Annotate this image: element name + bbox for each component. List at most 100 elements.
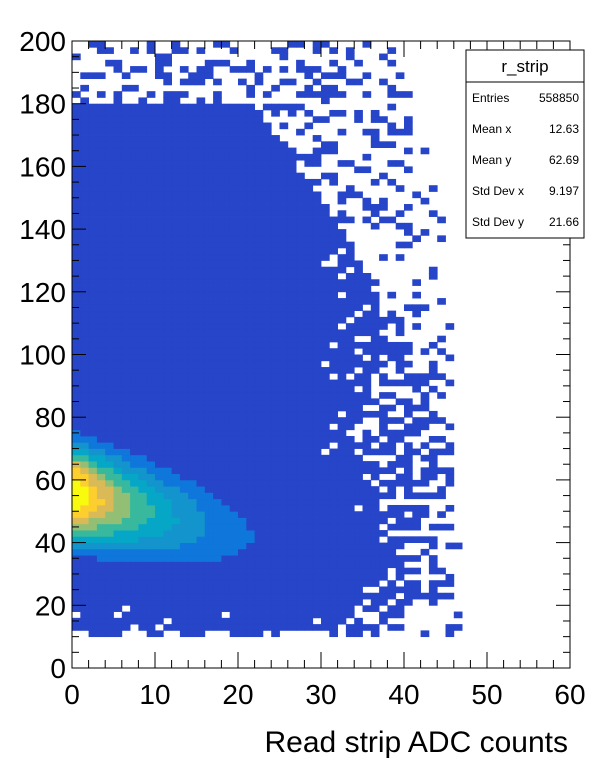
heatmap-cell (196, 417, 206, 424)
heatmap-cell (72, 316, 81, 324)
heatmap-cell (287, 473, 297, 481)
heatmap-cell (113, 580, 123, 587)
heatmap-cell (163, 210, 172, 217)
heatmap-cell (138, 323, 148, 330)
stats-label: Entries (472, 91, 509, 105)
heatmap-cell (428, 185, 438, 192)
heatmap-cell (196, 404, 206, 412)
heatmap-cell (395, 254, 405, 261)
heatmap-cell (345, 160, 355, 167)
heatmap-cell (246, 454, 255, 462)
heatmap-cell (96, 128, 106, 136)
heatmap-cell (404, 116, 413, 123)
heatmap-cell (254, 461, 264, 468)
heatmap-cell (229, 367, 239, 374)
heatmap-cell (113, 66, 123, 73)
heatmap-cell (321, 285, 330, 293)
heatmap-cell (287, 229, 297, 236)
heatmap-cell (179, 135, 189, 142)
heatmap-cell (105, 254, 114, 261)
heatmap-cell (88, 191, 98, 199)
heatmap-cell (138, 185, 148, 192)
heatmap-cell (229, 147, 239, 155)
heatmap-cell (362, 517, 372, 525)
heatmap-cell (262, 586, 272, 594)
heatmap-cell (80, 316, 89, 324)
heatmap-cell (229, 160, 239, 167)
heatmap-cell (312, 222, 322, 230)
heatmap-cell (287, 573, 297, 581)
heatmap-cell (105, 178, 114, 186)
heatmap-cell (80, 172, 89, 180)
heatmap-cell (404, 580, 413, 587)
heatmap-cell (196, 586, 206, 594)
heatmap-cell (254, 329, 264, 337)
heatmap-cell (188, 172, 197, 180)
heatmap-cell (238, 599, 247, 606)
heatmap-cell (312, 592, 322, 600)
heatmap-cell (171, 479, 181, 487)
heatmap-cell (138, 103, 148, 111)
heatmap-cell (138, 316, 148, 324)
heatmap-cell (412, 580, 421, 587)
heatmap-cell (329, 523, 338, 531)
heatmap-cell (72, 229, 81, 236)
heatmap-cell (262, 178, 272, 186)
heatmap-cell (130, 429, 139, 437)
heatmap-cell (321, 348, 330, 355)
heatmap-cell (362, 329, 372, 337)
heatmap-cell (113, 630, 123, 638)
heatmap-cell (213, 448, 222, 456)
heatmap-cell (395, 91, 405, 98)
heatmap-cell (246, 216, 255, 224)
heatmap-cell (254, 605, 264, 612)
heatmap-cell (96, 548, 106, 556)
heatmap-cell (72, 473, 81, 481)
heatmap-cell (229, 135, 239, 142)
heatmap-cell (163, 448, 172, 456)
heatmap-cell (146, 141, 156, 148)
heatmap-cell (130, 222, 139, 230)
heatmap-cell (138, 229, 148, 236)
heatmap-cell (213, 204, 222, 211)
heatmap-cell (271, 329, 280, 337)
heatmap-cell (130, 492, 139, 500)
heatmap-cell (254, 467, 264, 475)
heatmap-cell (121, 573, 131, 581)
heatmap-cell (304, 235, 314, 243)
heatmap-cell (80, 417, 89, 424)
heatmap-cell (88, 367, 98, 374)
heatmap-cell (262, 523, 272, 531)
heatmap-cell (105, 341, 114, 349)
heatmap-cell (395, 479, 405, 487)
heatmap-cell (163, 260, 172, 268)
heatmap-cell (213, 122, 222, 130)
heatmap-cell (229, 511, 239, 518)
heatmap-cell (404, 147, 413, 155)
heatmap-cell (138, 454, 148, 462)
heatmap-cell (229, 103, 239, 111)
heatmap-cell (279, 373, 289, 380)
heatmap-cell (188, 429, 197, 437)
heatmap-cell (204, 222, 214, 230)
heatmap-cell (138, 548, 148, 556)
heatmap-cell (279, 467, 289, 475)
heatmap-cell (254, 266, 264, 274)
heatmap-cell (437, 392, 446, 399)
heatmap-cell (445, 592, 455, 600)
heatmap-cell (204, 523, 214, 531)
heatmap-cell (221, 210, 231, 217)
heatmap-cell (121, 153, 131, 161)
heatmap-cell (262, 417, 272, 424)
heatmap-cell (395, 316, 405, 324)
heatmap-cell (113, 624, 123, 631)
heatmap-cell (296, 373, 305, 380)
heatmap-cell (345, 517, 355, 525)
heatmap-cell (262, 410, 272, 418)
heatmap-cell (296, 222, 305, 230)
heatmap-cell (171, 197, 181, 205)
heatmap-cell (321, 517, 330, 525)
heatmap-cell (362, 360, 372, 368)
heatmap-cell (163, 586, 172, 594)
heatmap-cell (312, 567, 322, 575)
